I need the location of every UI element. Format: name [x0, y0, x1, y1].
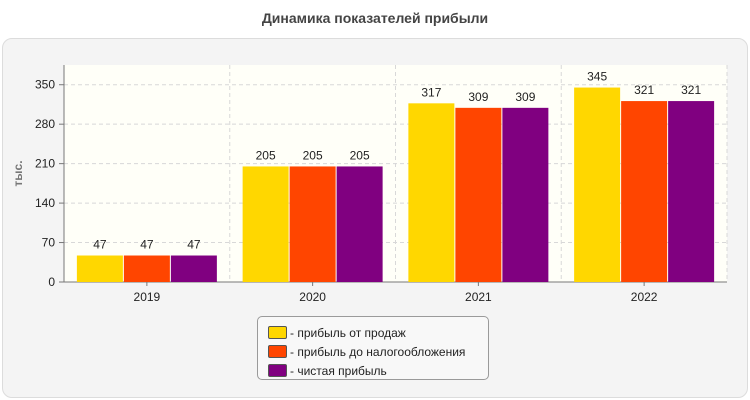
bar-value-label: 205: [256, 148, 276, 162]
bar-value-label: 47: [140, 238, 154, 252]
legend-item-net-profit: - чистая прибыль: [268, 361, 488, 380]
bar: [455, 107, 502, 282]
bar: [170, 255, 217, 282]
bar: [336, 166, 383, 282]
bar: [76, 255, 123, 282]
x-tick-label: 2022: [631, 290, 658, 304]
bar: [408, 103, 455, 282]
bar: [621, 101, 668, 282]
bar-value-label: 205: [350, 148, 370, 162]
bar: [574, 87, 621, 282]
legend-label-pretax-profit: - прибыль до налогообложения: [290, 344, 466, 359]
legend-label-net-profit: - чистая прибыль: [290, 363, 387, 378]
y-tick-label: 210: [35, 157, 55, 171]
bar: [502, 107, 549, 282]
bar-value-label: 47: [187, 238, 201, 252]
x-tick-label: 2021: [465, 290, 492, 304]
bar: [123, 255, 170, 282]
legend-item-sales-profit: - прибыль от продаж: [268, 323, 488, 342]
legend-swatch-pretax-profit: [268, 345, 287, 358]
legend-item-pretax-profit: - прибыль до налогообложения: [268, 342, 488, 361]
legend-swatch-net-profit: [268, 364, 287, 377]
bar: [289, 166, 336, 282]
y-axis-label: тыс.: [11, 160, 25, 186]
y-tick-label: 280: [35, 117, 55, 131]
y-tick-label: 70: [42, 236, 56, 250]
bar-value-label: 205: [303, 148, 323, 162]
bar-value-label: 345: [587, 70, 607, 84]
bar-value-label: 309: [468, 90, 488, 104]
bar-value-label: 321: [681, 83, 701, 97]
y-tick-label: 350: [35, 78, 55, 92]
x-tick-label: 2019: [134, 290, 161, 304]
legend: - прибыль от продаж - прибыль до налогоо…: [257, 316, 489, 380]
y-tick-label: 140: [35, 196, 55, 210]
bar: [242, 166, 289, 282]
legend-swatch-sales-profit: [268, 326, 287, 339]
y-tick-label: 0: [48, 275, 55, 289]
legend-label-sales-profit: - прибыль от продаж: [290, 325, 406, 340]
x-tick-label: 2020: [299, 290, 326, 304]
bar-value-label: 321: [634, 83, 654, 97]
bar: [668, 101, 715, 282]
bar-value-label: 309: [515, 90, 535, 104]
bar-value-label: 317: [421, 85, 441, 99]
bar-value-label: 47: [93, 238, 107, 252]
chart-title: Динамика показателей прибыли: [261, 10, 489, 26]
